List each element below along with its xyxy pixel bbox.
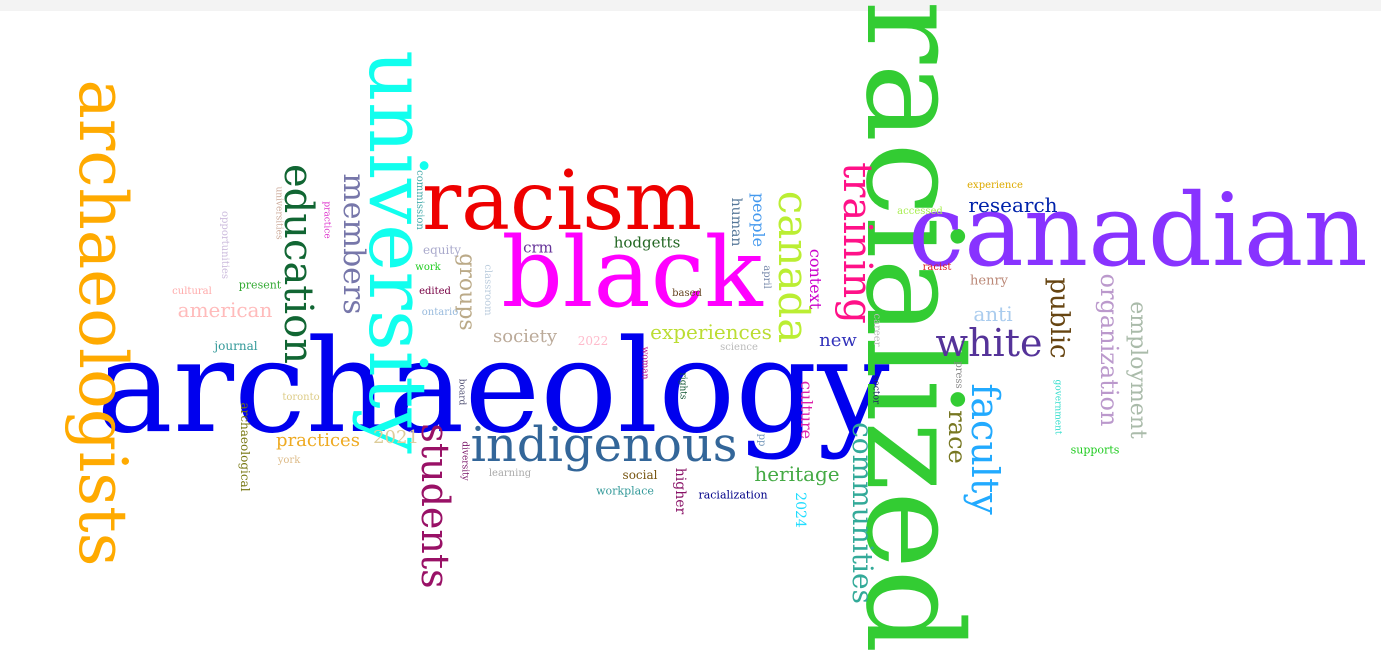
word-supports: supports	[1070, 443, 1120, 457]
word-2022: 2022	[577, 334, 609, 348]
word-new: new	[819, 330, 857, 351]
word-crm: crm	[523, 238, 553, 257]
word-members: members	[336, 173, 371, 315]
word-archaeological: archaeological	[238, 402, 252, 492]
word-government: government	[1052, 379, 1063, 435]
word-training: training	[834, 162, 880, 324]
word-experience: experience	[967, 180, 1023, 191]
word-workplace: workplace	[596, 484, 654, 498]
word-archaeology: archaeology	[96, 313, 890, 462]
word-racism: racism	[421, 154, 703, 249]
word-canadian: canadian	[908, 172, 1368, 289]
word-ontario: ontario	[421, 307, 459, 318]
word-context: context	[806, 248, 825, 310]
word-white: white	[935, 321, 1043, 365]
word-classroom: classroom	[482, 264, 493, 316]
word-organization: organization	[1095, 273, 1123, 427]
word-woman: woman	[639, 346, 650, 380]
word-board: board	[456, 378, 467, 406]
word-practices: practices	[276, 430, 360, 451]
word-communities: communities	[846, 422, 879, 604]
word-april: april	[761, 265, 772, 289]
top-bar	[0, 0, 1381, 11]
word-groups: groups	[454, 253, 479, 331]
word-2021: 2021	[373, 427, 419, 448]
word-journal: journal	[214, 339, 258, 353]
word-work: work	[415, 262, 441, 273]
word-york: york	[277, 455, 301, 466]
word-edited: edited	[419, 286, 451, 297]
word-press: press	[953, 361, 964, 389]
word-universities: universities	[273, 186, 284, 240]
word-cultural: cultural	[172, 286, 212, 297]
word-indigenous: indigenous	[470, 417, 738, 473]
word-culture: culture	[797, 380, 816, 440]
word-pp: pp	[756, 433, 767, 447]
word-education: education	[275, 164, 321, 364]
word-american: american	[177, 298, 273, 322]
word-rights: rights	[677, 372, 688, 400]
word-sector: sector	[870, 375, 881, 405]
word-henry: henry	[970, 273, 1008, 289]
word-students: students	[413, 423, 457, 589]
word-heritage: heritage	[754, 462, 840, 486]
word-faculty: faculty	[963, 383, 1007, 515]
word-accessed: accessed	[897, 206, 943, 217]
word-black: black	[501, 217, 763, 329]
word-racist: racist	[922, 262, 952, 273]
word-race: race	[943, 410, 971, 464]
word-commission: commission	[414, 170, 425, 230]
word-social: social	[622, 468, 658, 482]
word-equity: equity	[423, 243, 461, 257]
word-people: people	[749, 192, 768, 248]
word-practice: practice	[321, 201, 332, 239]
word-research: research	[968, 193, 1058, 217]
word-human: human	[728, 197, 744, 247]
word-hodgetts: hodgetts	[613, 233, 681, 252]
word-diversity: diversity	[459, 441, 470, 481]
word-society: society	[493, 326, 557, 347]
word-toronto: toronto	[282, 392, 320, 403]
word-based: based	[672, 288, 702, 299]
word-learning: learning	[488, 468, 532, 479]
word-science: science	[720, 342, 758, 353]
word-anti: anti	[973, 302, 1013, 326]
word-present: present	[238, 278, 282, 292]
word-archaeologists: archaeologists	[64, 79, 141, 567]
word-opportunities: opportunities	[219, 211, 230, 279]
word-employment: employment	[1125, 301, 1150, 439]
word-2024: 2024	[792, 492, 808, 528]
word-career: career	[871, 313, 882, 347]
word-higher: higher	[672, 467, 688, 515]
word-racialization: racialization	[698, 488, 768, 502]
word-public: public	[1044, 277, 1074, 359]
word-experiences: experiences	[650, 320, 772, 344]
